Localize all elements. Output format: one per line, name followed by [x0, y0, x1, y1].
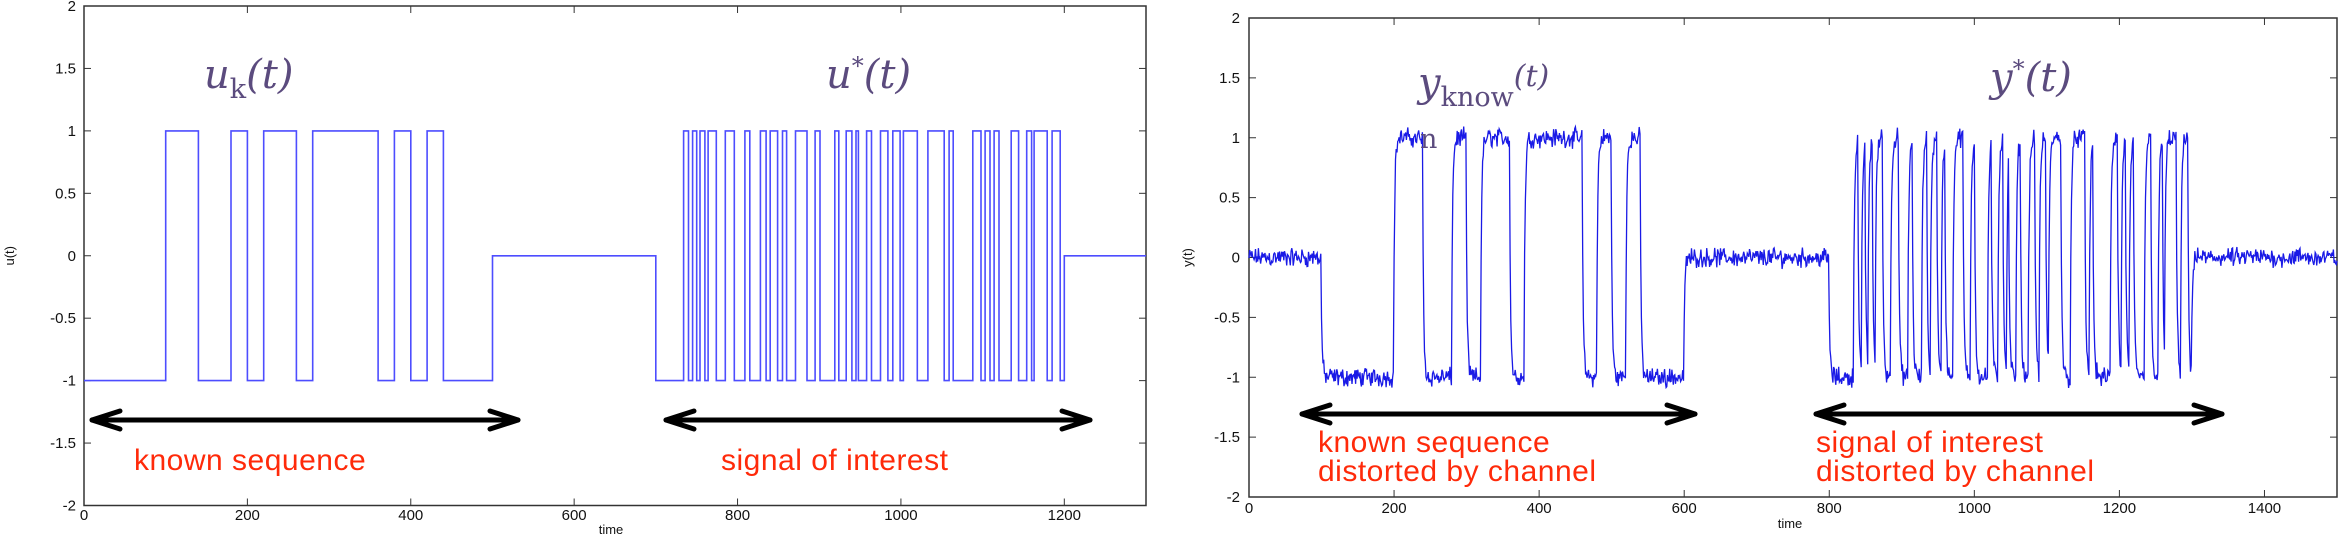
chart-y: 0 200 400 600 800 1000 1200 1400 2 1.5 1 0.5 0 -0.5 -1… — [1180, 10, 2338, 531]
y-tick-label: 1 — [1232, 130, 1240, 147]
x-axis-label: time — [1778, 516, 1803, 531]
uk-arg: (t) — [246, 52, 294, 98]
yknown-sub: know — [1440, 82, 1514, 113]
x-tick-label: 1200 — [1048, 507, 1081, 524]
x-tick-label: 1400 — [2248, 500, 2281, 517]
y-tick-label: -0.5 — [50, 310, 76, 327]
y-tick-label: 1.5 — [55, 60, 76, 77]
y-tick-label: 0 — [1232, 250, 1240, 267]
y-tick-label: -1 — [1227, 369, 1240, 386]
ustar-sup: * — [851, 52, 864, 80]
interest-distorted-arrow — [1813, 402, 2225, 426]
y-tick-label: 0.5 — [55, 185, 76, 202]
y-tick-label: 0 — [68, 248, 76, 265]
ustar-label: u*(t) — [826, 52, 911, 98]
ystar-arg: (t) — [2024, 55, 2072, 101]
known-distorted-text-2: distorted by channel — [1318, 455, 1597, 488]
y-tick-label: -2 — [1227, 489, 1240, 506]
x-tick-label: 1000 — [884, 507, 917, 524]
x-axis-label: time — [599, 522, 624, 537]
x-tick-label: 1200 — [2103, 500, 2136, 517]
x-tick-label: 200 — [235, 507, 260, 524]
known-distorted-text-1: known sequence — [1318, 426, 1551, 459]
arrows — [89, 402, 2225, 432]
interest-distorted-text-2: distorted by channel — [1816, 455, 2095, 488]
x-tick-label: 200 — [1382, 500, 1407, 517]
uk-label: uk(t) — [204, 52, 294, 105]
x-tick-label: 0 — [80, 507, 88, 524]
u-signal-line — [84, 130, 1146, 382]
y-tick-label: -1.5 — [1214, 429, 1240, 446]
yknown-main: y — [1418, 60, 1441, 106]
y-tick-label: 2 — [68, 0, 76, 15]
x-tick-label: 400 — [1527, 500, 1552, 517]
ustar-arg: (t) — [863, 52, 912, 98]
yknown-wrap: n — [1420, 124, 1438, 155]
y-tick-label: -2 — [63, 498, 76, 515]
y-axis-label: u(t) — [2, 246, 17, 266]
y-tick-label: -0.5 — [1214, 309, 1240, 326]
y-tick-label: -1 — [63, 373, 76, 390]
known-sequence-arrow — [89, 408, 521, 432]
uk-main: u — [204, 52, 230, 98]
ustar-main: u — [826, 52, 852, 98]
y-signal-line — [1248, 124, 2338, 390]
known-sequence-text: known sequence — [134, 444, 367, 477]
y-tick-label: -1.5 — [50, 435, 76, 452]
interest-distorted-text-1: signal of interest — [1816, 426, 2044, 459]
y-tick-label: 1 — [68, 123, 76, 140]
y-tick-label: 0.5 — [1219, 190, 1240, 207]
yknown-arg: (t) — [1513, 59, 1550, 94]
chart-u: 0 200 400 600 800 1000 1200 2 1.5 1 0.5 0 -0.5 -1 -1.5… — [2, 0, 1147, 537]
x-tick-label: 0 — [1245, 500, 1253, 517]
x-tick-label: 800 — [1817, 500, 1842, 517]
yknown-label: yknow(t) — [1418, 59, 1550, 113]
ystar-main: y — [1990, 55, 2013, 101]
signal-of-interest-arrow — [663, 408, 1093, 432]
y-tick-label: 1.5 — [1219, 70, 1240, 87]
x-tick-label: 1000 — [1958, 500, 1991, 517]
known-distorted-arrow — [1299, 402, 1698, 426]
y-tick-label: 2 — [1232, 10, 1240, 27]
x-tick-label: 600 — [1672, 500, 1697, 517]
uk-sub: k — [229, 74, 247, 105]
x-tick-label: 400 — [398, 507, 423, 524]
x-tick-label: 800 — [725, 507, 750, 524]
y-axis-label: y(t) — [1180, 248, 1195, 267]
ystar-label: y*(t) — [1990, 55, 2072, 101]
x-tick-label: 600 — [562, 507, 587, 524]
signal-of-interest-text: signal of interest — [721, 444, 949, 477]
ystar-sup: * — [2012, 55, 2025, 83]
